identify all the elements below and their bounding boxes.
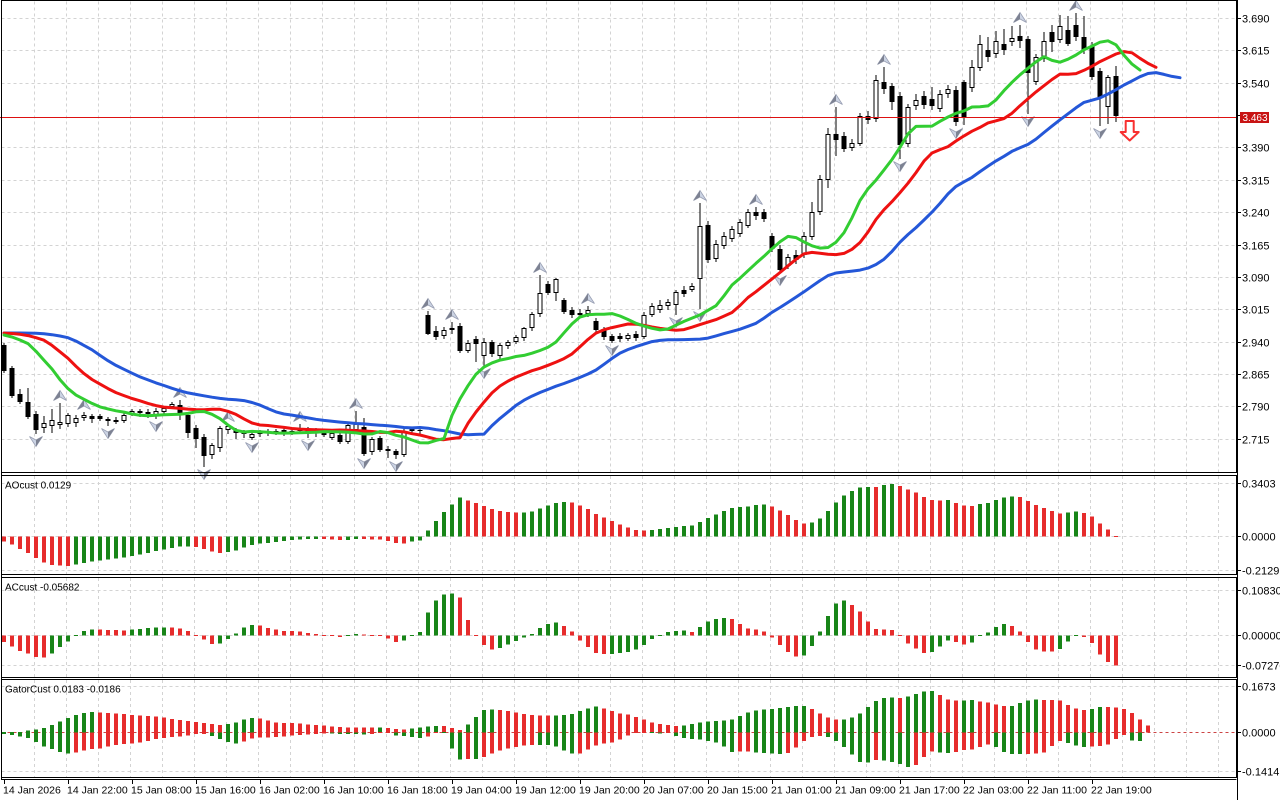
svg-text:2.790: 2.790 [1242, 402, 1270, 414]
svg-text:0.3403: 0.3403 [1242, 479, 1276, 491]
svg-text:19 Jan 20:00: 19 Jan 20:00 [579, 785, 640, 797]
svg-text:0.00000: 0.00000 [1242, 631, 1280, 643]
svg-text:GatorCust 0.0183 -0.0186: GatorCust 0.0183 -0.0186 [5, 685, 121, 696]
svg-text:0.10830: 0.10830 [1242, 586, 1280, 598]
svg-text:19 Jan 04:00: 19 Jan 04:00 [451, 785, 512, 797]
svg-text:3.540: 3.540 [1242, 79, 1270, 91]
svg-text:21 Jan 09:00: 21 Jan 09:00 [835, 785, 896, 797]
svg-text:0.0000: 0.0000 [1242, 532, 1276, 544]
svg-text:14 Jan 2026: 14 Jan 2026 [3, 785, 61, 797]
svg-text:3.240: 3.240 [1242, 208, 1270, 220]
svg-text:0.0000: 0.0000 [1242, 728, 1276, 740]
svg-text:3.090: 3.090 [1242, 273, 1270, 285]
svg-text:0.1673: 0.1673 [1242, 682, 1276, 694]
svg-text:2.940: 2.940 [1242, 338, 1270, 350]
svg-text:-0.2129: -0.2129 [1242, 566, 1279, 578]
svg-text:22 Jan 19:00: 22 Jan 19:00 [1091, 785, 1152, 797]
svg-text:3.165: 3.165 [1242, 241, 1270, 253]
svg-text:22 Jan 11:00: 22 Jan 11:00 [1027, 785, 1087, 797]
svg-text:15 Jan 16:00: 15 Jan 16:00 [195, 785, 256, 797]
svg-text:-0.07276: -0.07276 [1242, 661, 1280, 673]
svg-text:15 Jan 08:00: 15 Jan 08:00 [131, 785, 192, 797]
svg-text:16 Jan 18:00: 16 Jan 18:00 [387, 785, 448, 797]
svg-text:-0.1414: -0.1414 [1242, 767, 1279, 779]
svg-text:2.715: 2.715 [1242, 435, 1270, 447]
svg-text:AOcust 0.0129: AOcust 0.0129 [5, 481, 72, 492]
svg-text:3.463: 3.463 [1243, 113, 1268, 124]
svg-text:3.690: 3.690 [1242, 14, 1270, 26]
svg-text:21 Jan 01:00: 21 Jan 01:00 [771, 785, 832, 797]
svg-text:21 Jan 17:00: 21 Jan 17:00 [899, 785, 960, 797]
svg-text:22 Jan 03:00: 22 Jan 03:00 [963, 785, 1024, 797]
svg-text:3.315: 3.315 [1242, 176, 1270, 188]
svg-text:3.615: 3.615 [1242, 46, 1270, 58]
svg-text:20 Jan 15:00: 20 Jan 15:00 [707, 785, 768, 797]
svg-text:3.015: 3.015 [1242, 305, 1270, 317]
svg-text:16 Jan 10:00: 16 Jan 10:00 [323, 785, 384, 797]
svg-text:3.390: 3.390 [1242, 143, 1270, 155]
svg-text:20 Jan 07:00: 20 Jan 07:00 [643, 785, 704, 797]
svg-text:14 Jan 22:00: 14 Jan 22:00 [67, 785, 128, 797]
svg-text:19 Jan 12:00: 19 Jan 12:00 [515, 785, 576, 797]
svg-text:2.865: 2.865 [1242, 370, 1270, 382]
svg-text:16 Jan 02:00: 16 Jan 02:00 [259, 785, 320, 797]
svg-text:ACcust -0.05682: ACcust -0.05682 [5, 583, 80, 594]
